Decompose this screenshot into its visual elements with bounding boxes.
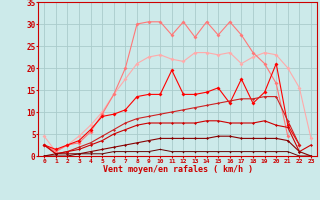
X-axis label: Vent moyen/en rafales ( km/h ): Vent moyen/en rafales ( km/h ): [103, 165, 252, 174]
